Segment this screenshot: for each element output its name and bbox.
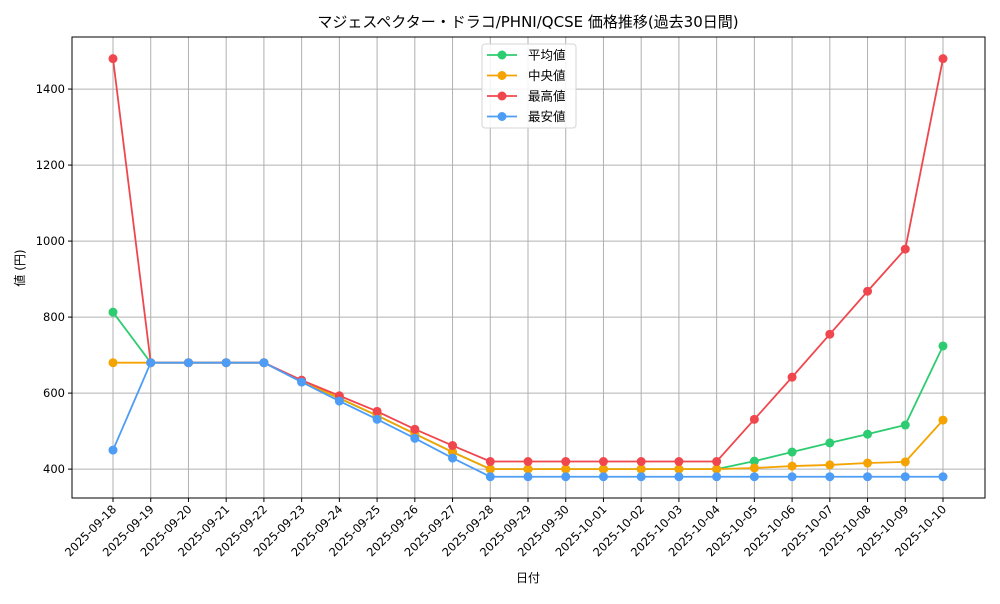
legend-marker-icon [497, 50, 507, 60]
legend-item: 最高値 [487, 89, 566, 104]
data-point-marker [825, 438, 835, 448]
x-axis-label: 日付 [516, 571, 540, 585]
data-point-marker [863, 429, 873, 439]
data-point-marker [749, 456, 759, 466]
y-tick-label: 1200 [36, 158, 65, 172]
legend-box [481, 43, 577, 129]
data-point-marker [108, 307, 118, 317]
y-tick-label: 600 [43, 386, 65, 400]
series-line [108, 358, 948, 482]
series-lines [108, 54, 948, 482]
data-point-marker [749, 472, 759, 482]
data-point-marker [146, 358, 156, 368]
data-point-marker [485, 457, 495, 467]
data-point-marker [674, 457, 684, 467]
data-point-marker [598, 472, 608, 482]
data-point-marker [334, 396, 344, 406]
legend-label: 最安値 [528, 109, 566, 124]
legend-item: 最安値 [487, 109, 566, 124]
y-tick-label: 400 [43, 462, 65, 476]
data-point-marker [523, 457, 533, 467]
data-point-marker [938, 415, 948, 425]
legend-marker-icon [497, 91, 507, 101]
data-point-marker [523, 472, 533, 482]
data-point-marker [523, 464, 533, 474]
data-point-marker [636, 464, 646, 474]
data-point-marker [485, 464, 495, 474]
data-point-marker [787, 461, 797, 471]
data-point-marker [825, 460, 835, 470]
data-point-marker [825, 329, 835, 339]
data-point-marker [787, 447, 797, 457]
data-point-marker [900, 420, 910, 430]
legend-item: 平均値 [487, 48, 566, 63]
data-point-marker [900, 457, 910, 467]
y-axis-ticks: 400 600 800 1000 1200 1400 [36, 82, 72, 476]
data-point-marker [221, 358, 231, 368]
x-axis-ticks: 2025-09-182025-09-192025-09-202025-09-21… [62, 498, 949, 559]
data-point-marker [938, 341, 948, 351]
y-tick-label: 1400 [36, 82, 65, 96]
data-point-marker [561, 472, 571, 482]
y-tick-label: 800 [43, 310, 65, 324]
data-point-marker [749, 414, 759, 424]
legend-item: 中央値 [487, 68, 566, 83]
legend-marker-icon [497, 112, 507, 121]
data-point-marker [108, 358, 118, 368]
series-line [108, 54, 948, 467]
data-point-marker [108, 54, 118, 64]
data-point-marker [561, 464, 571, 474]
legend-label: 平均値 [528, 48, 566, 63]
data-point-marker [674, 464, 684, 474]
data-point-marker [863, 458, 873, 468]
data-point-marker [598, 464, 608, 474]
data-point-marker [372, 406, 382, 416]
data-point-marker [108, 445, 118, 455]
data-point-marker [485, 472, 495, 482]
data-point-marker [674, 472, 684, 482]
data-point-marker [561, 457, 571, 467]
data-point-marker [636, 472, 646, 482]
data-point-marker [938, 472, 948, 482]
y-axis-label: 値 (円) [12, 249, 27, 286]
data-point-marker [712, 457, 722, 467]
data-point-marker [712, 472, 722, 482]
data-point-marker [825, 472, 835, 482]
data-point-marker [863, 286, 873, 296]
chart-title: マジェスペクター・ドラコ/PHNI/QCSE 価格推移(過去30日間) [317, 13, 738, 31]
data-point-marker [938, 54, 948, 64]
data-point-marker [410, 424, 420, 434]
data-point-marker [787, 472, 797, 482]
data-point-marker [183, 358, 193, 368]
legend-label: 最高値 [528, 89, 566, 104]
data-point-marker [259, 358, 269, 368]
data-point-marker [372, 414, 382, 424]
data-point-marker [410, 433, 420, 443]
data-point-marker [448, 453, 458, 463]
data-point-marker [636, 457, 646, 467]
y-tick-label: 1000 [36, 234, 65, 248]
data-point-marker [598, 457, 608, 467]
legend-marker-icon [497, 71, 507, 80]
data-point-marker [712, 464, 722, 474]
data-point-marker [749, 463, 759, 473]
data-point-marker [863, 472, 873, 482]
data-point-marker [787, 372, 797, 382]
data-point-marker [900, 244, 910, 254]
data-point-marker [448, 441, 458, 451]
data-point-marker [900, 472, 910, 482]
legend-label: 中央値 [528, 68, 566, 83]
data-point-marker [297, 377, 307, 387]
